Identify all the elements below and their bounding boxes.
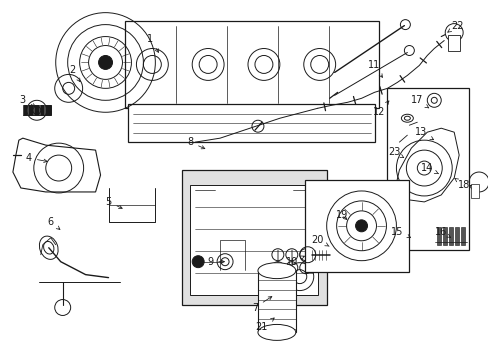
Bar	[442, 227, 447, 245]
Bar	[125, 21, 379, 108]
Text: 2: 2	[69, 66, 80, 82]
Text: 14: 14	[420, 163, 438, 174]
Ellipse shape	[258, 263, 295, 279]
Text: 9: 9	[206, 257, 224, 267]
Text: 22: 22	[447, 21, 463, 32]
Bar	[190, 185, 317, 294]
Bar	[386, 88, 468, 250]
Bar	[390, 231, 395, 245]
Bar	[182, 170, 326, 305]
Bar	[460, 227, 464, 245]
Text: 11: 11	[367, 60, 382, 77]
Text: 15: 15	[390, 227, 410, 238]
Bar	[397, 231, 401, 245]
Text: 1: 1	[147, 33, 158, 52]
Text: 12: 12	[372, 101, 388, 117]
Bar	[258, 271, 295, 332]
Text: 4: 4	[26, 153, 47, 163]
Ellipse shape	[258, 324, 295, 340]
Bar	[403, 231, 407, 245]
Text: 20: 20	[311, 235, 328, 246]
Polygon shape	[394, 128, 458, 202]
Bar	[454, 227, 458, 245]
Bar	[436, 227, 440, 245]
Bar	[447, 35, 459, 50]
Text: 23: 23	[387, 147, 403, 158]
Text: 18: 18	[454, 179, 469, 190]
Bar	[128, 104, 375, 142]
Text: 21: 21	[255, 318, 274, 332]
Text: 6: 6	[48, 217, 60, 229]
Text: 13: 13	[414, 127, 433, 140]
Circle shape	[192, 256, 203, 268]
Bar	[448, 227, 452, 245]
Polygon shape	[13, 138, 101, 192]
Text: 8: 8	[187, 137, 204, 149]
Text: 3: 3	[20, 95, 36, 107]
Bar	[23, 105, 51, 115]
Circle shape	[355, 220, 367, 232]
Bar	[304, 180, 408, 272]
Text: 19: 19	[335, 210, 347, 220]
Text: 7: 7	[251, 297, 271, 312]
Text: 17: 17	[410, 95, 428, 108]
Text: 5: 5	[105, 197, 122, 208]
Circle shape	[99, 55, 112, 69]
Text: 10: 10	[285, 256, 304, 267]
Bar	[470, 184, 478, 198]
Text: 16: 16	[434, 227, 449, 237]
